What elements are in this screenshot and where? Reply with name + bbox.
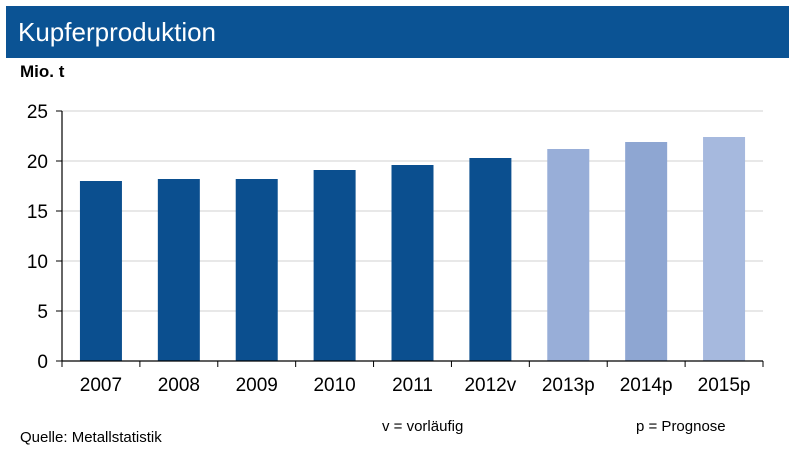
bar-2012v <box>469 158 512 361</box>
x-tick-label: 2012v <box>464 375 516 396</box>
x-tick-label: 2014p <box>620 375 673 396</box>
bar-2013p <box>547 149 590 361</box>
y-tick-label: 5 <box>37 302 48 323</box>
y-tick-label: 10 <box>27 252 48 273</box>
bar-2009 <box>235 179 278 361</box>
chart-title: Kupferproduktion <box>18 17 217 47</box>
y-tick-label: 20 <box>27 152 48 173</box>
axes <box>56 110 764 367</box>
y-tick-label: 15 <box>27 202 48 223</box>
x-tick-label: 2010 <box>313 375 355 396</box>
bar-2008 <box>157 179 200 361</box>
x-tick-label: 2013p <box>542 375 595 396</box>
y-tick-label: 25 <box>27 102 48 123</box>
bars <box>79 137 746 361</box>
source-note: Quelle: Metallstatistik <box>20 429 162 446</box>
x-tick-label: 2007 <box>80 375 122 396</box>
bar-2010 <box>313 170 356 361</box>
bar-2011 <box>391 165 434 361</box>
tick-labels: 0 5 10 15 20 25 2007 2008 2009 2010 2011 2012v 2013p… <box>27 102 751 396</box>
chart-header: Kupferproduktion <box>6 6 789 58</box>
bar-2014p <box>625 142 668 361</box>
y-axis-unit-label: Mio. t <box>20 62 65 81</box>
y-tick-label: 0 <box>37 352 48 373</box>
x-tick-label: 2015p <box>698 375 751 396</box>
footnote-preliminary: v = vorläufig <box>382 418 464 435</box>
bar-2015p <box>703 137 746 361</box>
x-tick-label: 2008 <box>158 375 200 396</box>
bar-2007 <box>79 181 122 361</box>
footnote-forecast: p = Prognose <box>636 418 726 435</box>
x-tick-label: 2009 <box>236 375 278 396</box>
x-tick-label: 2011 <box>392 375 433 396</box>
